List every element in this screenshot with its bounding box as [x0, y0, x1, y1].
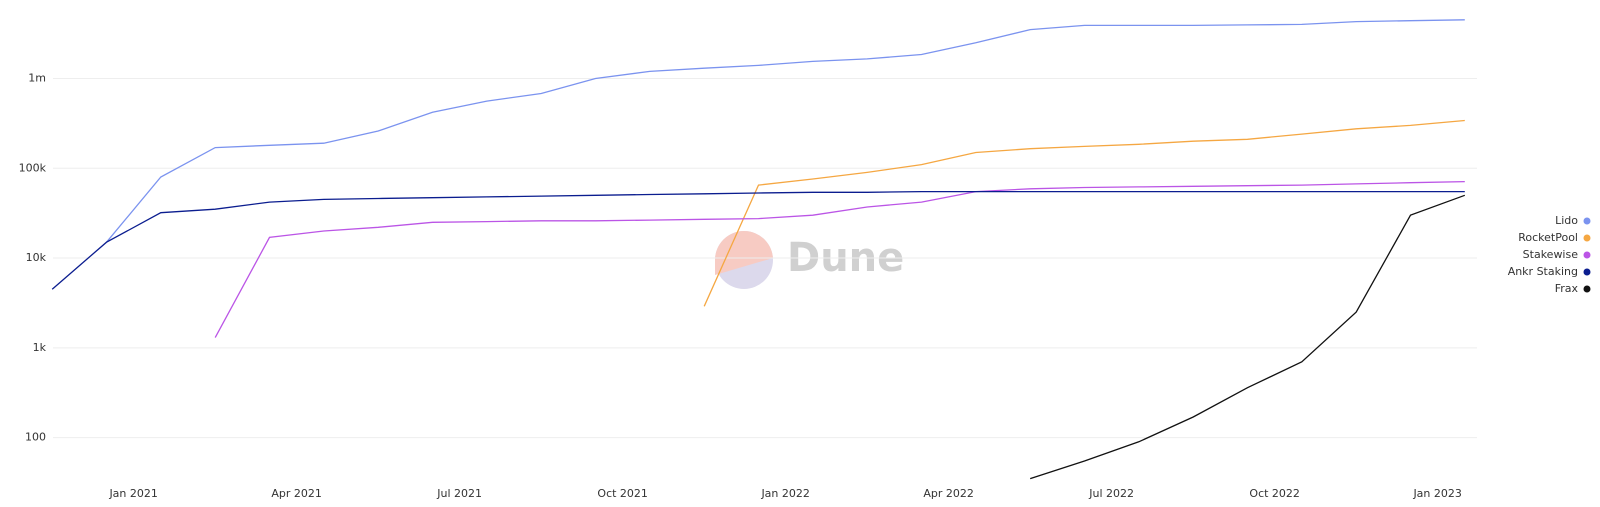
x-tick-label: Jan 2022 — [760, 487, 809, 500]
x-tick-label: Jul 2021 — [436, 487, 482, 500]
x-tick-label: Jul 2022 — [1088, 487, 1134, 500]
y-tick-label: 10k — [26, 251, 47, 264]
y-tick-label: 1k — [33, 341, 47, 354]
y-tick-label: 1m — [28, 71, 46, 84]
x-tick-label: Oct 2021 — [597, 487, 648, 500]
x-tick-label: Oct 2022 — [1249, 487, 1300, 500]
legend-label: Frax — [1555, 282, 1579, 295]
legend-swatch — [1583, 268, 1591, 276]
legend-label: Lido — [1555, 214, 1578, 227]
legend-label: RocketPool — [1518, 231, 1578, 244]
x-tick-label: Jan 2023 — [1412, 487, 1461, 500]
watermark-logo-half — [715, 231, 773, 275]
x-tick-label: Apr 2021 — [271, 487, 322, 500]
series-line — [214, 180, 1465, 338]
legend-swatch — [1583, 251, 1591, 259]
series-line — [703, 119, 1465, 307]
legend-swatch — [1583, 234, 1591, 242]
legend-swatch — [1583, 285, 1591, 293]
x-tick-label: Apr 2022 — [923, 487, 974, 500]
legend-label: Ankr Staking — [1508, 265, 1578, 278]
legend-swatch — [1583, 217, 1591, 225]
x-tick-label: Jan 2021 — [108, 487, 157, 500]
legend-label: Stakewise — [1523, 248, 1579, 261]
watermark: Dune — [715, 231, 904, 289]
series-line — [51, 190, 1465, 290]
y-tick-label: 100 — [25, 431, 46, 444]
series-line — [106, 19, 1465, 243]
y-tick-label: 100k — [19, 161, 47, 174]
series-line — [1029, 194, 1466, 480]
